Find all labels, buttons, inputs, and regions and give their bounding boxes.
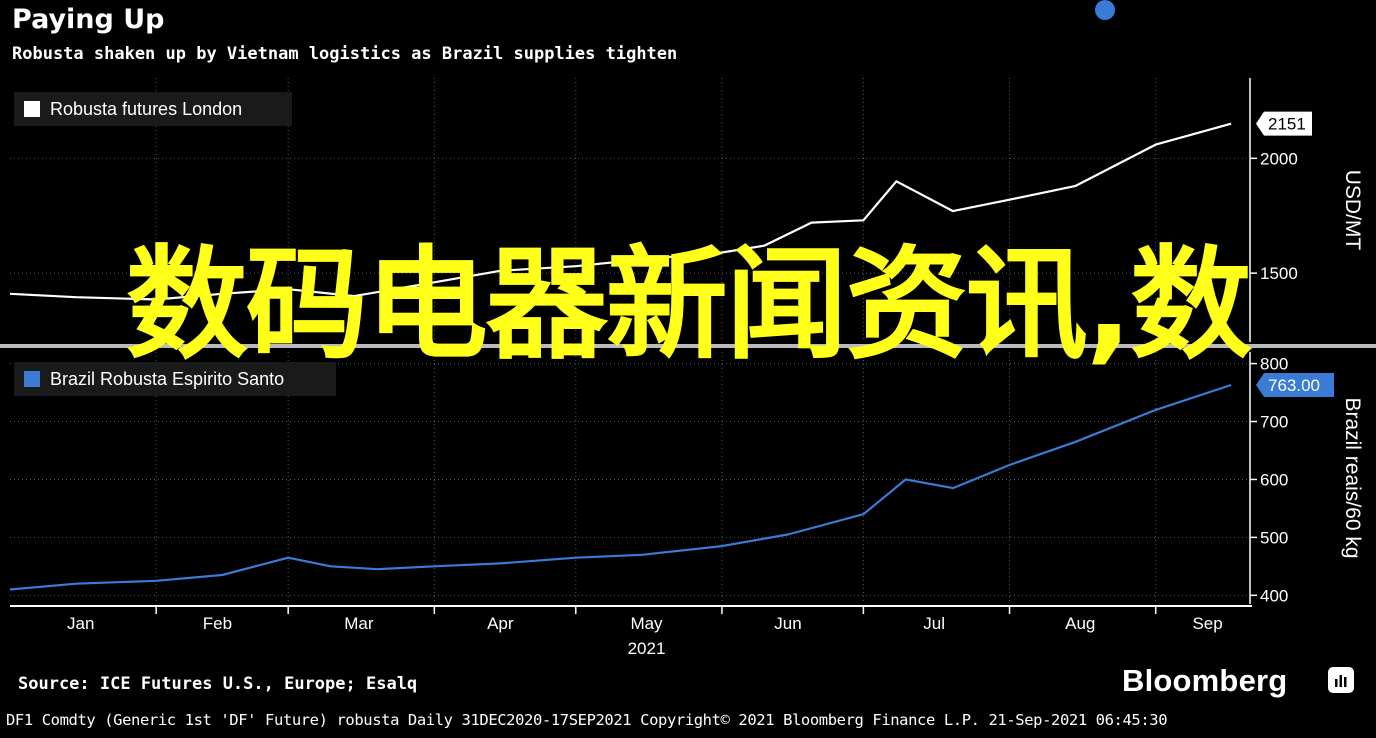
- x-tick-label: Apr: [487, 614, 514, 633]
- legend-swatch: [24, 101, 40, 117]
- y-tick-label: 500: [1260, 528, 1288, 547]
- series-line-brazil-robusta: [9, 383, 1232, 591]
- brand-logo-text: Bloomberg: [1122, 663, 1288, 698]
- x-tick-label: Jul: [923, 614, 945, 633]
- y-tick-label: 2000: [1260, 149, 1298, 168]
- y-tick-label: 600: [1260, 470, 1288, 489]
- x-tick-label: Aug: [1065, 614, 1095, 633]
- last-value-label: 2151: [1268, 115, 1306, 134]
- y-tick-label: 700: [1260, 413, 1288, 432]
- legend-box: [14, 362, 336, 396]
- x-tick-label: May: [630, 614, 663, 633]
- x-tick-label: Jan: [67, 614, 94, 633]
- y-axis-label: Brazil reais/60 kg: [1341, 397, 1364, 558]
- legend-box: [14, 92, 292, 126]
- chart-subtitle: Robusta shaken up by Vietnam logistics a…: [12, 44, 678, 64]
- footer-fine-print: DF1 Comdty (Generic 1st 'DF' Future) rob…: [6, 711, 1168, 729]
- last-value-tag: [1256, 111, 1312, 136]
- y-tick-label: 400: [1260, 586, 1288, 605]
- last-value-label: 763.00: [1268, 376, 1320, 395]
- x-tick-label: Sep: [1192, 614, 1222, 633]
- bloomberg-terminal-icon: [1328, 667, 1354, 693]
- y-tick-label: 800: [1260, 355, 1288, 374]
- series-line-robusta-london: [9, 122, 1232, 301]
- x-tick-label: Feb: [203, 614, 232, 633]
- x-axis-year-label: 2021: [628, 639, 666, 658]
- source-note: Source: ICE Futures U.S., Europe; Esalq: [18, 674, 418, 694]
- x-tick-label: Mar: [344, 614, 374, 633]
- legend-label: Brazil Robusta Espirito Santo: [50, 369, 284, 389]
- legend-swatch: [24, 371, 40, 387]
- status-dot: [1095, 0, 1115, 20]
- last-value-tag: [1256, 373, 1334, 398]
- chart-title: Paying Up: [12, 4, 165, 35]
- y-axis-label: USD/MT: [1341, 170, 1364, 251]
- legend-label: Robusta futures London: [50, 99, 242, 119]
- x-tick-label: Jun: [774, 614, 801, 633]
- bar-chart-icon: [1335, 675, 1347, 687]
- y-tick-label: 1500: [1260, 264, 1298, 283]
- overlay-watermark-text: 数码电器新闻资讯,数: [125, 234, 1252, 376]
